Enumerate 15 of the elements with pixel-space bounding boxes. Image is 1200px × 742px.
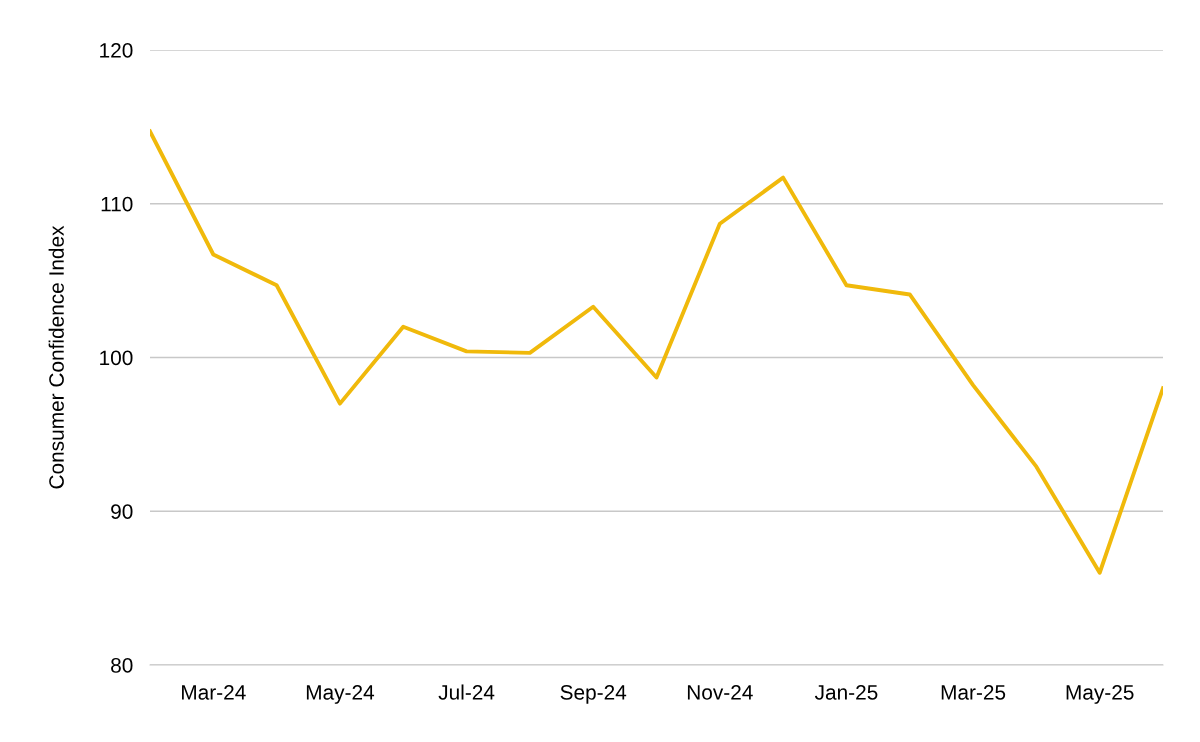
line-series [150, 129, 1163, 575]
y-tick-label: 110 [101, 196, 133, 212]
x-tick-label: Mar-25 [941, 684, 1006, 700]
x-tick-label: Sep-24 [560, 684, 627, 704]
x-tick-label: May-24 [306, 684, 375, 704]
x-tick-label: Jan-25 [814, 684, 878, 700]
y-tick-label: 120 [100, 43, 133, 58]
y-tick-label: 80 [111, 658, 133, 673]
x-tick-label: Mar-24 [182, 684, 246, 700]
y-axis-title: Consumer Confidence Index [48, 225, 64, 489]
x-tick-label: Nov-24 [687, 684, 753, 700]
x-tick-label: Jul-24 [438, 684, 495, 700]
y-tick-label: 100 [100, 350, 133, 366]
y-tick-label: 90 [111, 504, 133, 519]
x-tick-label: May-25 [1066, 684, 1134, 704]
